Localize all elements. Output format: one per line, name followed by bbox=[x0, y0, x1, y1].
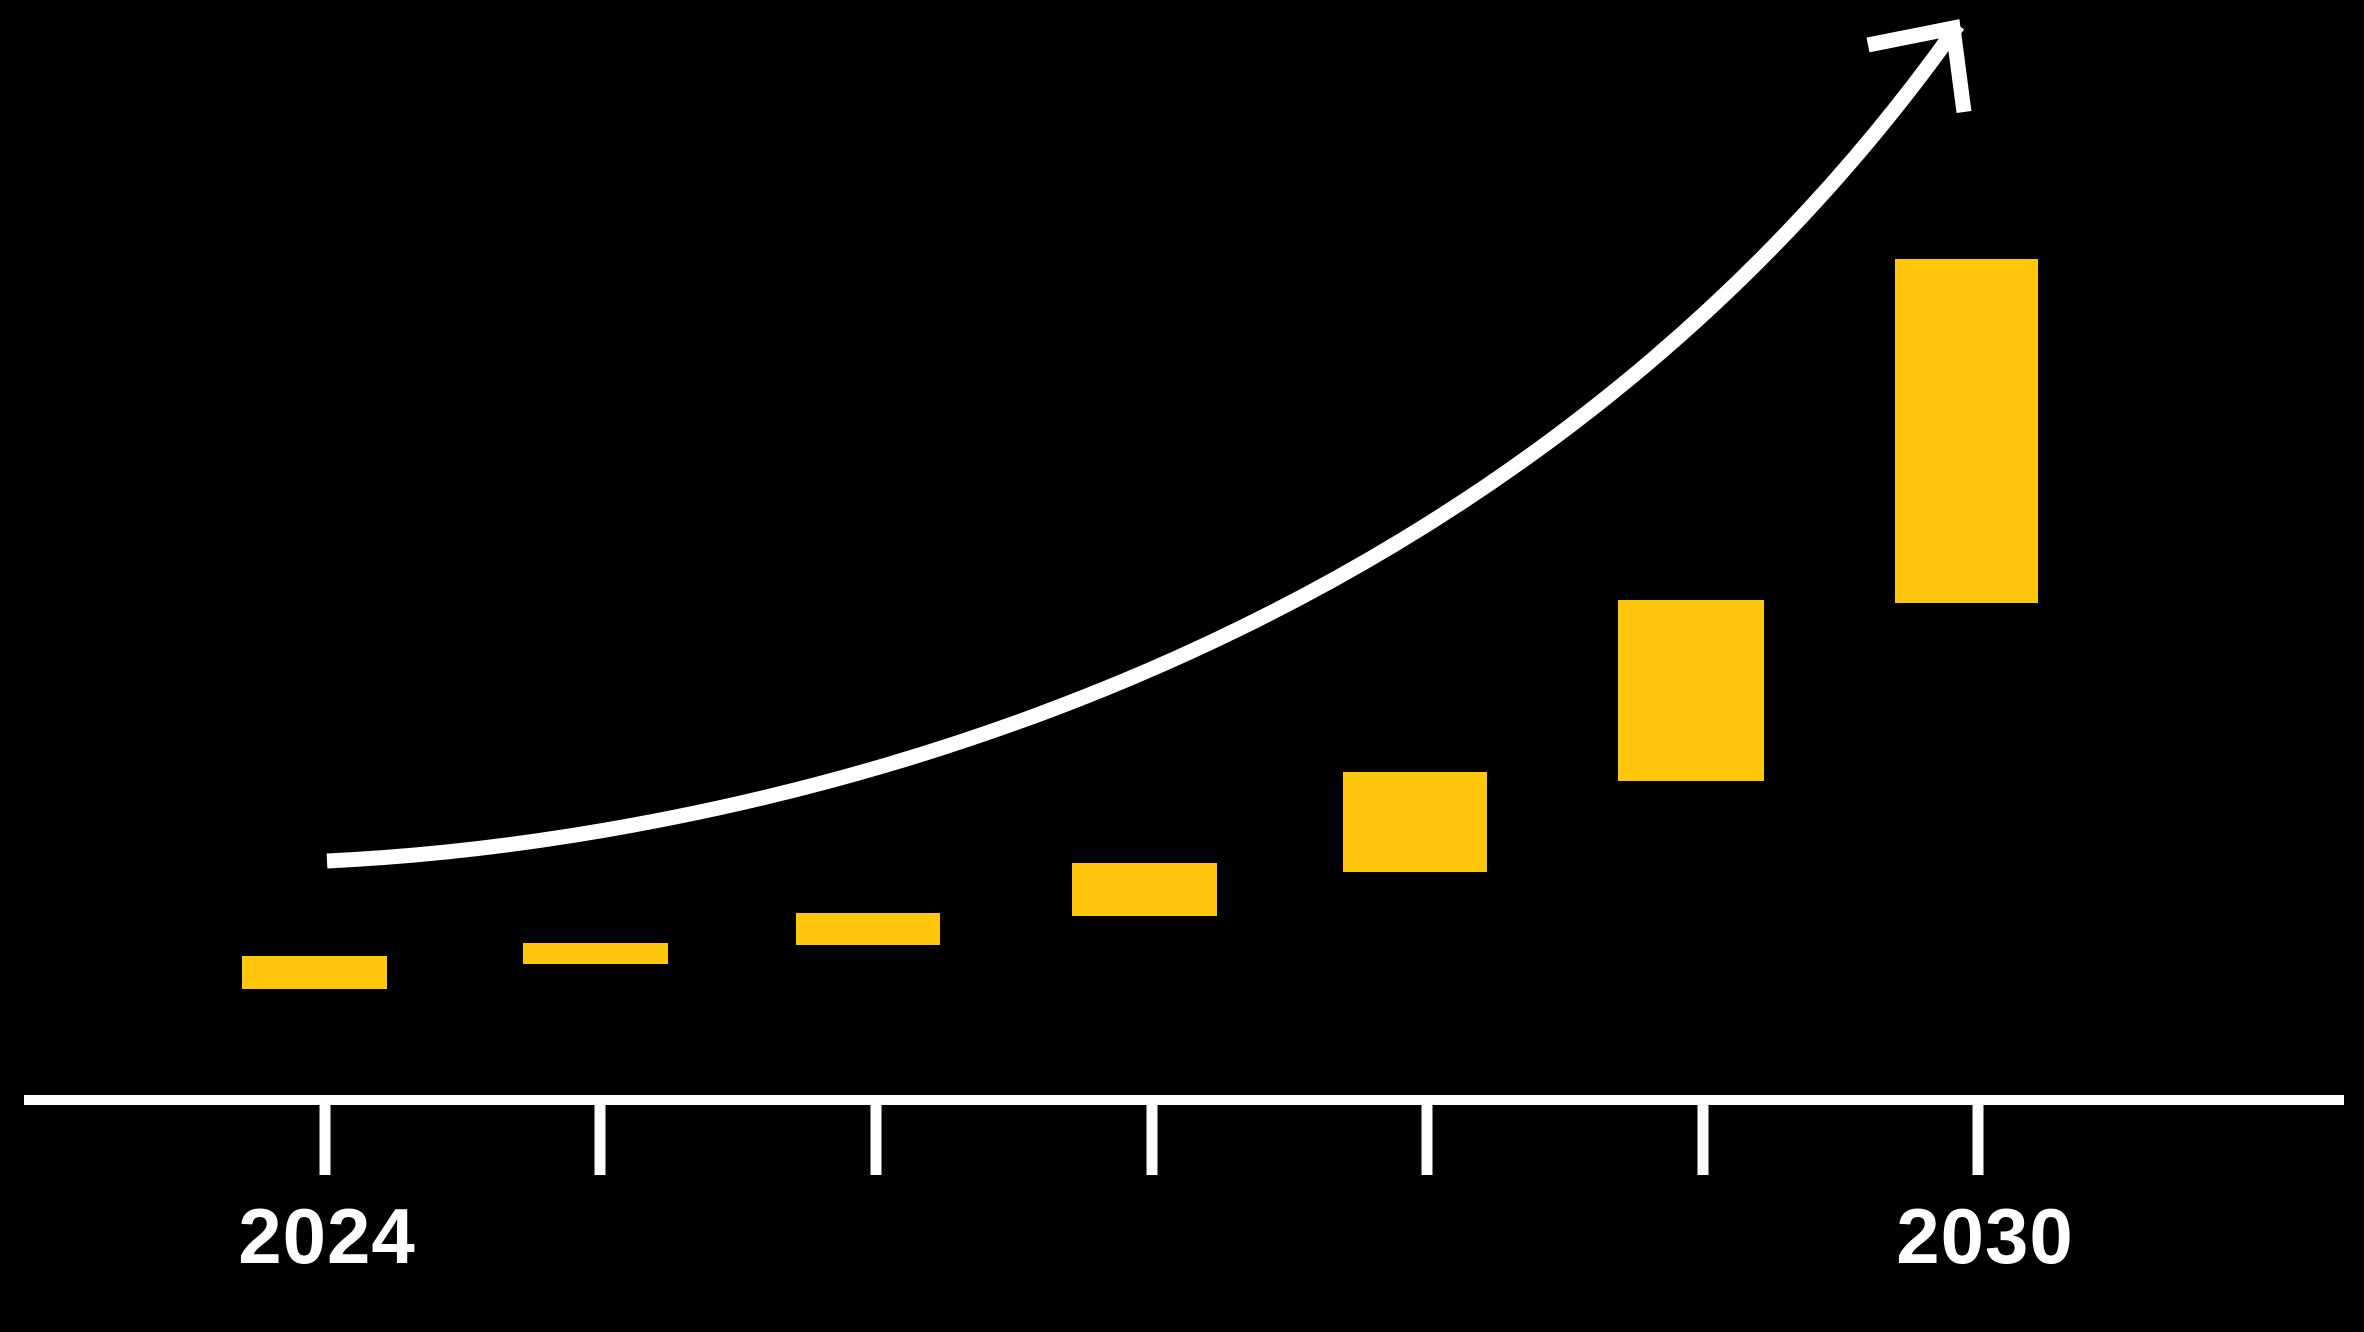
bar-2027 bbox=[1072, 863, 1217, 916]
bar-2024 bbox=[242, 956, 387, 989]
tick-2030 bbox=[1972, 1105, 1984, 1175]
tick-2029 bbox=[1697, 1105, 1709, 1175]
tick-2025 bbox=[594, 1105, 606, 1175]
tick-2027 bbox=[1146, 1105, 1158, 1175]
arrowhead-icon bbox=[1866, 19, 1972, 113]
trend-curve bbox=[326, 20, 1965, 869]
bar-2029 bbox=[1618, 600, 1764, 781]
bars-group bbox=[242, 259, 2038, 989]
x-axis-line bbox=[24, 1095, 2344, 1105]
tick-2026 bbox=[870, 1105, 882, 1175]
x-axis-ticks-group bbox=[319, 1105, 1984, 1175]
bar-2030 bbox=[1895, 259, 2038, 603]
x-axis-label-2024: 2024 bbox=[238, 1192, 416, 1280]
bar-2026 bbox=[796, 913, 940, 945]
bar-2025 bbox=[523, 943, 668, 964]
x-axis-label-2030: 2030 bbox=[1896, 1192, 2074, 1280]
tick-2024 bbox=[319, 1105, 331, 1175]
bar-2028 bbox=[1343, 772, 1487, 872]
tick-2028 bbox=[1421, 1105, 1433, 1175]
